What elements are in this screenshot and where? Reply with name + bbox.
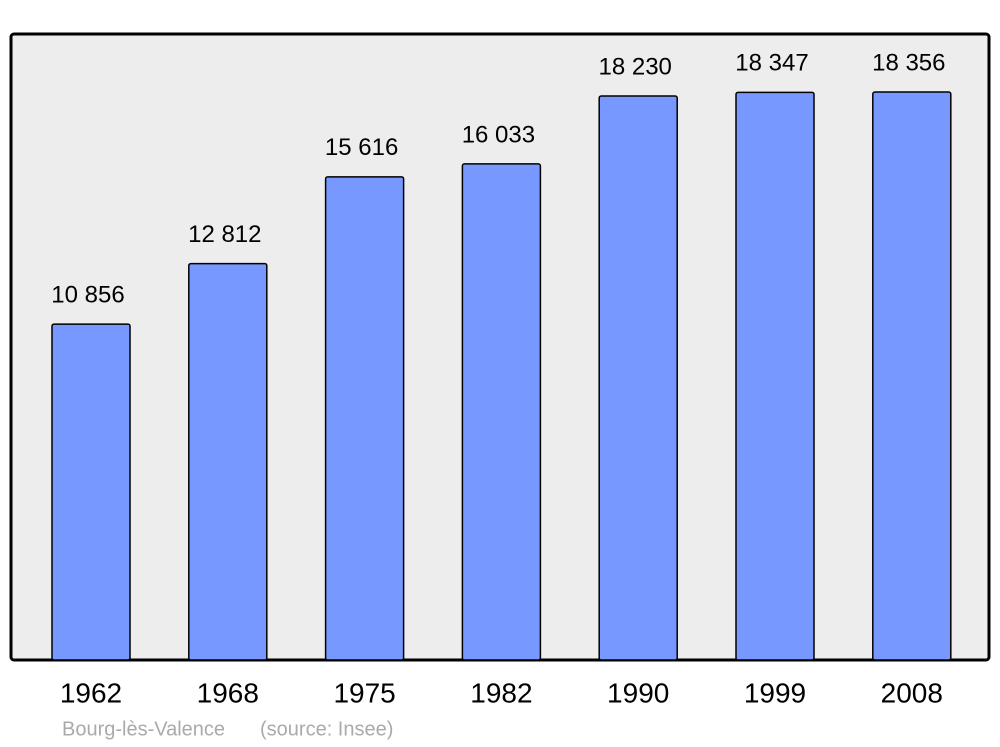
x-tick-label: 1975 xyxy=(333,677,395,708)
value-label: 15 616 xyxy=(325,134,398,161)
bar xyxy=(735,91,815,661)
bar xyxy=(872,91,952,661)
value-label: 12 812 xyxy=(188,221,261,248)
bar xyxy=(598,95,678,661)
value-label: 18 356 xyxy=(872,49,945,76)
bar xyxy=(461,163,542,661)
value-label: 10 856 xyxy=(51,281,124,308)
x-tick-label: 1962 xyxy=(60,677,122,708)
bar xyxy=(324,176,405,661)
bar xyxy=(188,262,268,661)
value-label: 18 230 xyxy=(598,53,671,80)
x-tick-label: 1982 xyxy=(470,677,532,708)
value-label: 16 033 xyxy=(462,121,535,148)
source: (source: Insee) xyxy=(260,718,393,740)
caption: Bourg-lès-Valence xyxy=(62,718,225,740)
x-tick-label: 1968 xyxy=(197,677,259,708)
x-tick-label: 1999 xyxy=(744,677,806,708)
x-tick-label: 2008 xyxy=(881,677,943,708)
x-tick-label: 1990 xyxy=(607,677,669,708)
bar xyxy=(51,323,131,661)
value-label: 18 347 xyxy=(735,50,808,77)
